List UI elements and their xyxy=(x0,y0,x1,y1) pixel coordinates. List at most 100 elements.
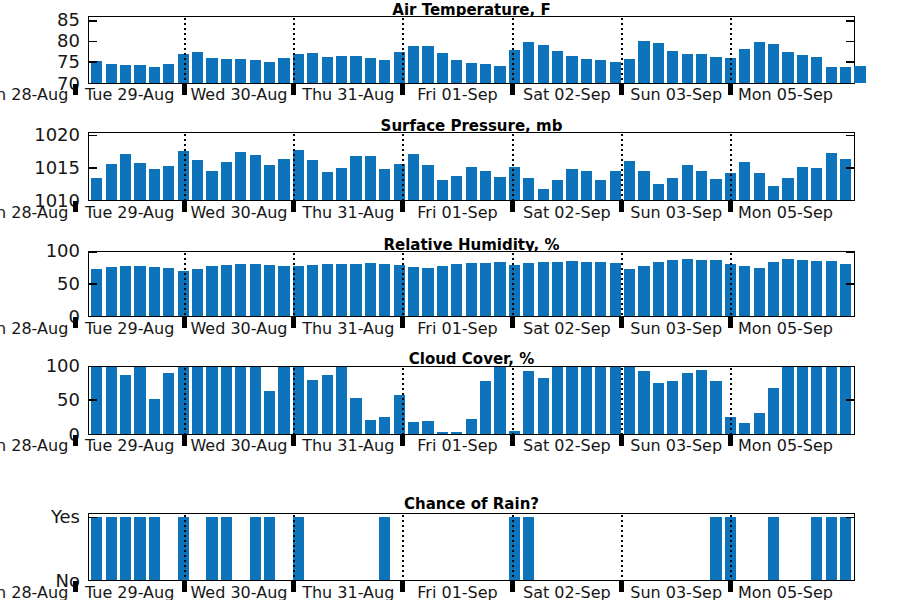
x-day-label: Mon 05-Sep xyxy=(720,85,850,104)
bar xyxy=(840,159,851,200)
y-tick-label: 1020 xyxy=(0,125,80,145)
bar xyxy=(106,164,117,200)
bar xyxy=(206,171,217,201)
bar xyxy=(854,66,865,82)
bar xyxy=(595,262,606,316)
bar xyxy=(379,169,390,201)
bar xyxy=(480,263,491,316)
bar xyxy=(466,263,477,316)
bar xyxy=(149,67,160,83)
bar xyxy=(494,262,505,316)
day-boundary-line xyxy=(621,18,623,84)
bar xyxy=(134,266,145,316)
bar xyxy=(365,58,376,82)
bar xyxy=(322,57,333,83)
bar xyxy=(91,517,102,580)
bar xyxy=(134,367,145,434)
day-boundary-line xyxy=(293,515,295,581)
bar xyxy=(826,261,837,316)
y-tick-mark xyxy=(89,517,97,518)
bar xyxy=(451,264,462,316)
bar xyxy=(509,167,520,201)
bar xyxy=(523,371,534,434)
bar xyxy=(653,43,664,82)
plot-area xyxy=(88,132,855,202)
bar xyxy=(610,171,621,200)
day-boundary-line xyxy=(621,368,623,435)
bar xyxy=(610,62,621,83)
y-tick-mark xyxy=(89,20,97,21)
bar xyxy=(811,517,822,580)
bar xyxy=(221,59,232,83)
day-boundary-line xyxy=(621,134,623,202)
bar xyxy=(278,266,289,316)
bar xyxy=(768,186,779,200)
bar xyxy=(235,367,246,434)
bar xyxy=(595,180,606,201)
bar xyxy=(768,44,779,83)
bar xyxy=(538,189,549,200)
bar xyxy=(494,367,505,434)
bar xyxy=(696,54,707,82)
bar xyxy=(350,56,361,83)
bar xyxy=(797,367,808,434)
bar xyxy=(106,517,117,580)
bar xyxy=(566,367,577,434)
bar xyxy=(336,56,347,83)
x-day-label: Mon 05-Sep xyxy=(720,583,850,600)
bar xyxy=(667,381,678,433)
plot-area xyxy=(88,251,855,318)
bar xyxy=(782,178,793,201)
day-boundary-line xyxy=(621,253,623,318)
bar xyxy=(336,168,347,200)
bar xyxy=(624,367,635,434)
bar xyxy=(566,56,577,83)
bar xyxy=(336,264,347,316)
bar xyxy=(811,261,822,316)
bar xyxy=(322,172,333,200)
bar xyxy=(710,57,721,82)
bar xyxy=(221,265,232,316)
chart-title: Chance of Rain? xyxy=(88,495,855,513)
y-tick-label: 100 xyxy=(0,356,80,376)
y-tick-mark xyxy=(846,135,854,136)
bar xyxy=(206,517,217,580)
bar xyxy=(523,42,534,83)
bar xyxy=(221,162,232,201)
day-boundary-line xyxy=(184,134,186,202)
bar xyxy=(552,367,563,434)
bar xyxy=(350,156,361,201)
bar xyxy=(120,266,131,316)
bar xyxy=(494,177,505,200)
plot-area xyxy=(88,513,855,581)
y-tick-mark xyxy=(89,41,97,42)
x-day-label: Mon 05-Sep xyxy=(720,203,850,222)
bar xyxy=(466,63,477,82)
day-boundary-line xyxy=(402,368,404,435)
y-tick-label: 75 xyxy=(0,52,80,72)
bar xyxy=(682,54,693,83)
y-tick-mark xyxy=(846,20,854,21)
bar xyxy=(782,52,793,82)
bar xyxy=(480,381,491,434)
bar xyxy=(710,179,721,200)
bar xyxy=(552,51,563,83)
day-boundary-line xyxy=(512,18,514,84)
bar xyxy=(538,378,549,434)
y-tick-mark xyxy=(846,41,854,42)
bar xyxy=(134,65,145,83)
bar xyxy=(106,367,117,434)
y-tick-mark xyxy=(89,283,97,284)
y-tick-mark xyxy=(89,366,97,367)
y-tick-label: 85 xyxy=(0,10,80,30)
bar xyxy=(408,46,419,82)
bar xyxy=(134,163,145,200)
bar xyxy=(192,160,203,201)
bar xyxy=(595,60,606,82)
bar xyxy=(782,259,793,316)
day-boundary-line xyxy=(730,515,732,581)
bar xyxy=(163,166,174,200)
day-boundary-line xyxy=(293,18,295,84)
bar xyxy=(91,269,102,316)
day-boundary-line xyxy=(730,253,732,318)
